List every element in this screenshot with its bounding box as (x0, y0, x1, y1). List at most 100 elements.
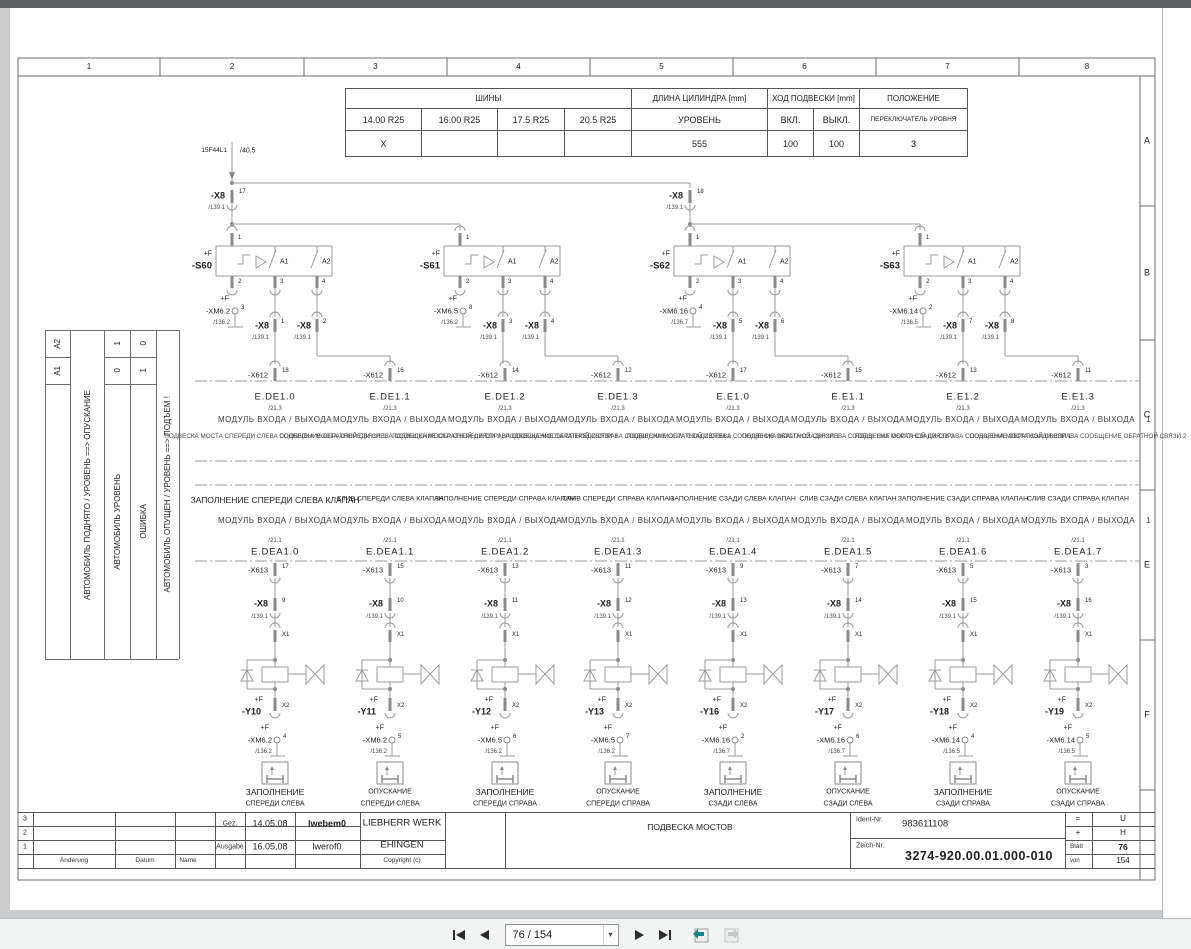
symbol (314, 663, 325, 686)
junction-dot (846, 687, 850, 691)
symbol (237, 254, 250, 265)
xm-pin-number: 7 (626, 734, 630, 740)
ruler-column-8: 8 (1084, 62, 1090, 71)
wire (998, 249, 1007, 269)
x612-connector-label: -X612 (247, 370, 268, 380)
state-label-lowering-text: АВТОМОБИЛЬ ПОДНЯТО / УРОВЕНЬ ==> ОПУСКАН… (82, 389, 92, 600)
first-page-button[interactable] (450, 927, 468, 943)
last-page-button[interactable] (656, 927, 674, 943)
x8-connector-label: -X8 (826, 598, 841, 609)
junction-dot (388, 687, 392, 691)
x8-pin-number: 8 (1011, 319, 1015, 325)
symbol-box (376, 761, 404, 785)
pin-number: 3 (280, 279, 284, 285)
module-type-label: МОДУЛЬ ВХОДА / ВЫХОДА (675, 415, 791, 424)
x8-pin-number: 3 (509, 319, 513, 325)
junction-dot (616, 687, 620, 691)
x8-connector-label: -X8 (1056, 598, 1071, 609)
x8-connector-label: -X8 (253, 598, 268, 609)
ident-nr-label: Ident-Nr. (856, 816, 883, 824)
symbol (454, 225, 466, 232)
border-line (215, 840, 445, 841)
contact-label: A1 (738, 258, 747, 266)
gez-label: Gez. (222, 820, 238, 828)
x1-pin-label: X1 (397, 632, 405, 638)
symbol (887, 663, 898, 686)
module-ref: /21.3 (1071, 406, 1085, 412)
rev-row-1: 1 (23, 843, 27, 851)
next-page-button[interactable] (632, 927, 647, 943)
terminal-circle (231, 307, 239, 315)
module-ref: /21.1 (611, 538, 625, 544)
xm-pin-number: 6 (513, 734, 517, 740)
symbol (1072, 360, 1084, 367)
module-suffix: 1 (1146, 516, 1151, 525)
x8-ref: /139.1 (594, 614, 611, 620)
plus-f-label: +F (375, 724, 384, 732)
spec-table: ШИНЫ ДЛИНА ЦИЛИНДРА [mm] ХОД ПОДВЕСКИ [m… (345, 88, 968, 157)
x8-connector-label: -X8 (754, 320, 769, 331)
x612-pin-number: 12 (625, 368, 632, 374)
module-name: E.DEA1.4 (708, 546, 758, 558)
previous-view-button[interactable] (691, 926, 711, 943)
xm-terminal-label: -XM6.5 (477, 735, 502, 745)
wire (268, 249, 277, 269)
symbol (684, 289, 696, 296)
valve-caption-2: СПЕРЕДИ СПРАВА (586, 800, 650, 808)
border-line (45, 357, 70, 358)
x1-pin-label: X1 (625, 632, 633, 638)
xm-pin-number: 2 (741, 734, 745, 740)
x8-pin-number: 15 (970, 598, 977, 604)
symbol (769, 311, 781, 318)
xm-terminal-label: -XM6.14 (1046, 735, 1075, 745)
module-type-label: МОДУЛЬ ВХОДА / ВЫХОДА (675, 516, 791, 525)
module-ref: /21.3 (268, 406, 282, 412)
plus-value: H (1120, 828, 1126, 837)
pin-number: 3 (508, 279, 512, 285)
module-name: E.DEA1.1 (365, 546, 415, 558)
x8-pin-number: 2 (323, 319, 327, 325)
symbol (255, 255, 267, 269)
contact-label: A1 (968, 258, 977, 266)
zeich-nr-value: 3274-920.00.01.000-010 (905, 848, 1053, 863)
xm-pin-number: 8 (469, 305, 473, 311)
dropdown-arrow-icon[interactable]: ▾ (602, 924, 618, 945)
page-number-value: 76 / 154 (512, 928, 553, 941)
previous-page-button[interactable] (477, 927, 492, 943)
junction-dot (1076, 687, 1080, 691)
x613-connector-label: -X613 (935, 565, 956, 575)
next-view-button[interactable] (722, 926, 742, 943)
page-number-input[interactable]: 76 / 154 ▾ (504, 923, 619, 946)
symbol (813, 668, 827, 682)
valve-function-label: ЗАПОЛНЕНИЕ СПЕРЕДИ СЛЕВА КЛАПАН (190, 494, 360, 505)
border-line (1065, 840, 1155, 841)
symbol (454, 289, 466, 296)
state-value: 1 (130, 357, 156, 384)
state-value-text: 0 (138, 341, 148, 346)
border-line (505, 812, 506, 868)
scrollbar-gutter[interactable] (1162, 8, 1191, 918)
module-suffix: 1 (1146, 415, 1151, 424)
xm-terminal-label: -XM6.14 (889, 306, 918, 316)
xm-ref: /136.7 (713, 749, 730, 755)
symbol (229, 172, 235, 180)
border-line (179, 330, 180, 659)
symbol (240, 668, 254, 682)
symbol (648, 663, 659, 686)
row-letter-F: F (1144, 709, 1150, 720)
symbol (695, 254, 708, 265)
wire (768, 249, 777, 269)
ruler-column-6: 6 (802, 62, 807, 71)
terminal-circle (731, 736, 739, 744)
firm-name-line1: LIEBHERR WERK (362, 817, 442, 829)
xm-ref: /136.2 (370, 749, 387, 755)
wire (538, 249, 547, 269)
symbol (384, 622, 396, 629)
x8-connector-label: -X8 (210, 190, 225, 201)
module-ref: /21.1 (956, 538, 970, 544)
row-letter-E: E (1143, 559, 1151, 570)
symbol (928, 668, 942, 682)
x8-ref: /139.1 (252, 335, 269, 341)
symbol (728, 766, 732, 770)
